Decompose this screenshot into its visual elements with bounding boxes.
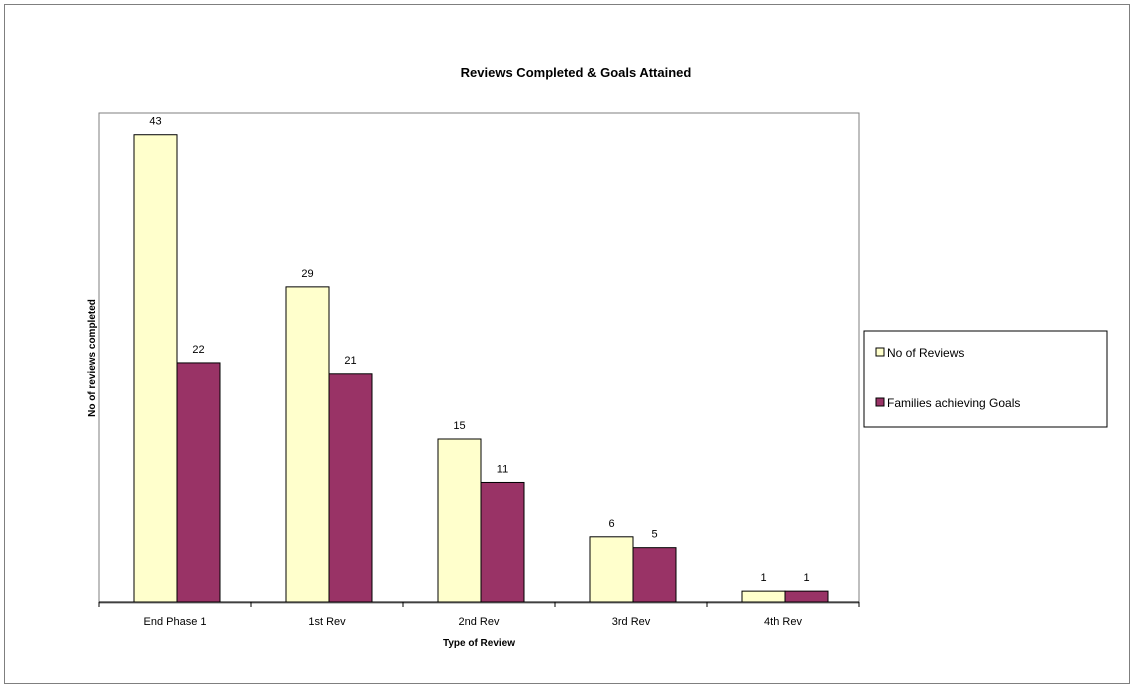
data-label-no-of-reviews-1st-rev: 29: [301, 268, 313, 280]
legend-label-families-achieving-goals: Families achieving Goals: [887, 396, 1020, 410]
bar-no-of-reviews-2nd-rev: [437, 438, 482, 603]
data-label-no-of-reviews-2nd-rev: 15: [453, 420, 465, 432]
bars-group: [133, 134, 829, 603]
legend-label-no-of-reviews: No of Reviews: [887, 346, 964, 360]
data-label-families-achieving-goals-3rd-rev: 5: [651, 529, 657, 541]
bar-no-of-reviews-4th-rev: [741, 590, 786, 603]
legend: No of Reviews Families achieving Goals: [863, 330, 1108, 428]
y-axis-title: No of reviews completed: [87, 299, 98, 417]
bar-families-achieving-goals-2nd-rev: [480, 481, 525, 603]
x-axis: End Phase 1 1st Rev 2nd Rev 3rd Rev 4th Rev: [98, 601, 860, 628]
data-label-no-of-reviews-end-phase-1: 43: [149, 116, 161, 128]
data-label-families-achieving-goals-4th-rev: 1: [803, 572, 809, 584]
bar-families-achieving-goals-4th-rev: [784, 590, 829, 603]
x-tick-label-4th-rev: 4th Rev: [764, 616, 802, 628]
x-tick-label-2nd-rev: 2nd Rev: [459, 616, 500, 628]
bar-families-achieving-goals-1st-rev: [328, 373, 373, 603]
data-label-no-of-reviews-4th-rev: 1: [760, 572, 766, 584]
data-labels-group: 43 29 15 6 1 22 21 11 5 1: [149, 116, 809, 584]
data-label-families-achieving-goals-end-phase-1: 22: [192, 344, 204, 356]
data-label-no-of-reviews-3rd-rev: 6: [608, 518, 614, 530]
bar-no-of-reviews-1st-rev: [285, 286, 330, 603]
bar-no-of-reviews-3rd-rev: [589, 536, 634, 603]
data-label-families-achieving-goals-2nd-rev: 11: [497, 463, 508, 475]
bar-no-of-reviews-end-phase-1: [133, 134, 178, 603]
bar-families-achieving-goals-end-phase-1: [176, 362, 221, 603]
x-axis-title: Type of Review: [443, 638, 515, 649]
data-label-families-achieving-goals-1st-rev: 21: [344, 355, 356, 367]
chart-title: Reviews Completed & Goals Attained: [461, 65, 692, 80]
legend-box: [863, 330, 1108, 428]
legend-swatch-families-achieving-goals: [875, 397, 885, 407]
x-tick-label-3rd-rev: 3rd Rev: [612, 616, 651, 628]
x-tick-label-1st-rev: 1st Rev: [308, 616, 346, 628]
legend-swatch-no-of-reviews: [875, 347, 885, 357]
x-tick-label-end-phase-1: End Phase 1: [144, 616, 207, 628]
bar-families-achieving-goals-3rd-rev: [632, 547, 677, 603]
